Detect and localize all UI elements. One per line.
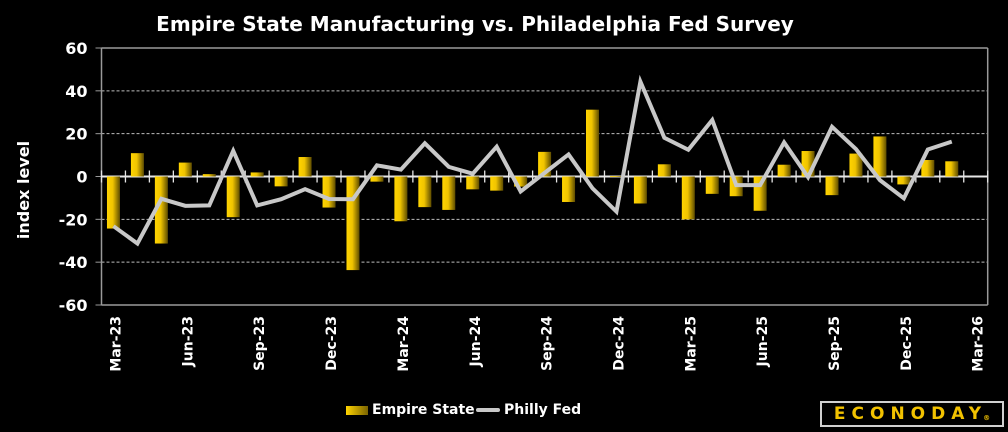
empire-state-bar	[514, 176, 528, 187]
econoday-logo: ECONODAY ®	[820, 401, 1004, 427]
x-tick-label: Jun-24	[468, 316, 484, 368]
empire-state-bar	[562, 176, 576, 202]
x-tick-label: Mar-25	[683, 316, 699, 372]
x-tick-label: Mar-24	[396, 316, 412, 372]
empire-state-bar	[418, 176, 432, 208]
y-axis-label: index level	[14, 141, 33, 239]
empire-state-bar	[250, 172, 264, 177]
line-swatch-icon	[476, 408, 500, 412]
empire-state-bar	[921, 160, 935, 177]
empire-state-bar	[274, 176, 288, 187]
x-tick-label: Sep-23	[252, 316, 268, 371]
empire-state-bar	[322, 176, 336, 208]
x-tick-label: Mar-26	[971, 316, 987, 372]
x-tick-label: Sep-24	[540, 316, 556, 371]
y-tick-label: -60	[59, 296, 88, 315]
empire-state-bar	[825, 176, 839, 196]
empire-state-bar	[106, 176, 120, 229]
chart-title: Empire State Manufacturing vs. Philadelp…	[156, 12, 794, 36]
x-tick-label: Mar-23	[109, 316, 125, 372]
empire-state-bar	[154, 176, 168, 244]
empire-state-bar	[657, 164, 671, 177]
philly-fed-line-path	[112, 74, 953, 247]
empire-state-bar	[609, 176, 623, 177]
axis-labels: 60 40 20 0 -20 -40 -60 Mar-23 Jun-23 Sep-23 Dec-23…	[59, 39, 987, 372]
empire-state-bar	[178, 162, 192, 177]
logo-text: ECONODAY	[833, 404, 988, 424]
legend-label-philly: Philly Fed	[504, 402, 582, 418]
registered-mark: ®	[983, 414, 991, 422]
y-tick-label: 40	[65, 82, 87, 101]
empire-state-bar	[370, 176, 384, 182]
x-tick-label: Dec-25	[899, 316, 915, 371]
empire-state-bar	[873, 136, 887, 177]
y-tick-label: -20	[59, 210, 88, 229]
empire-state-bar	[130, 153, 144, 177]
x-tick-label: Dec-24	[611, 316, 627, 371]
y-tick-label: 60	[65, 39, 87, 58]
empire-state-bar	[442, 176, 456, 210]
empire-state-bar	[777, 164, 791, 177]
empire-state-bar	[849, 153, 863, 177]
x-tick-label: Jun-23	[180, 316, 196, 367]
y-tick-label: 0	[76, 168, 87, 187]
empire-state-bar	[705, 176, 719, 194]
empire-state-bar	[226, 176, 240, 218]
empire-state-bar	[490, 176, 504, 191]
empire-state-bar	[897, 176, 911, 185]
y-tick-label: -40	[59, 253, 88, 272]
y-tick-label: 20	[65, 125, 87, 144]
empire-state-bar	[394, 176, 408, 222]
x-tick-label: Sep-25	[827, 316, 843, 371]
empire-state-bar	[633, 176, 647, 204]
legend-label-empire: Empire State	[372, 402, 475, 418]
gridlines	[101, 47, 988, 306]
bar-swatch-icon	[346, 405, 368, 415]
empire-state-bar	[466, 176, 480, 190]
empire-state-bar	[298, 157, 312, 177]
legend-item-empire-state: Empire State	[346, 402, 475, 418]
empire-state-bar	[202, 174, 216, 177]
legend-item-philly-fed: Philly Fed	[476, 402, 581, 418]
x-tick-label: Dec-23	[324, 316, 340, 371]
philly-fed-line	[112, 74, 953, 247]
x-tick-label: Jun-25	[755, 316, 771, 367]
empire-state-bar	[945, 161, 959, 177]
empire-state-bar	[586, 109, 600, 177]
empire-state-bar	[681, 176, 695, 220]
